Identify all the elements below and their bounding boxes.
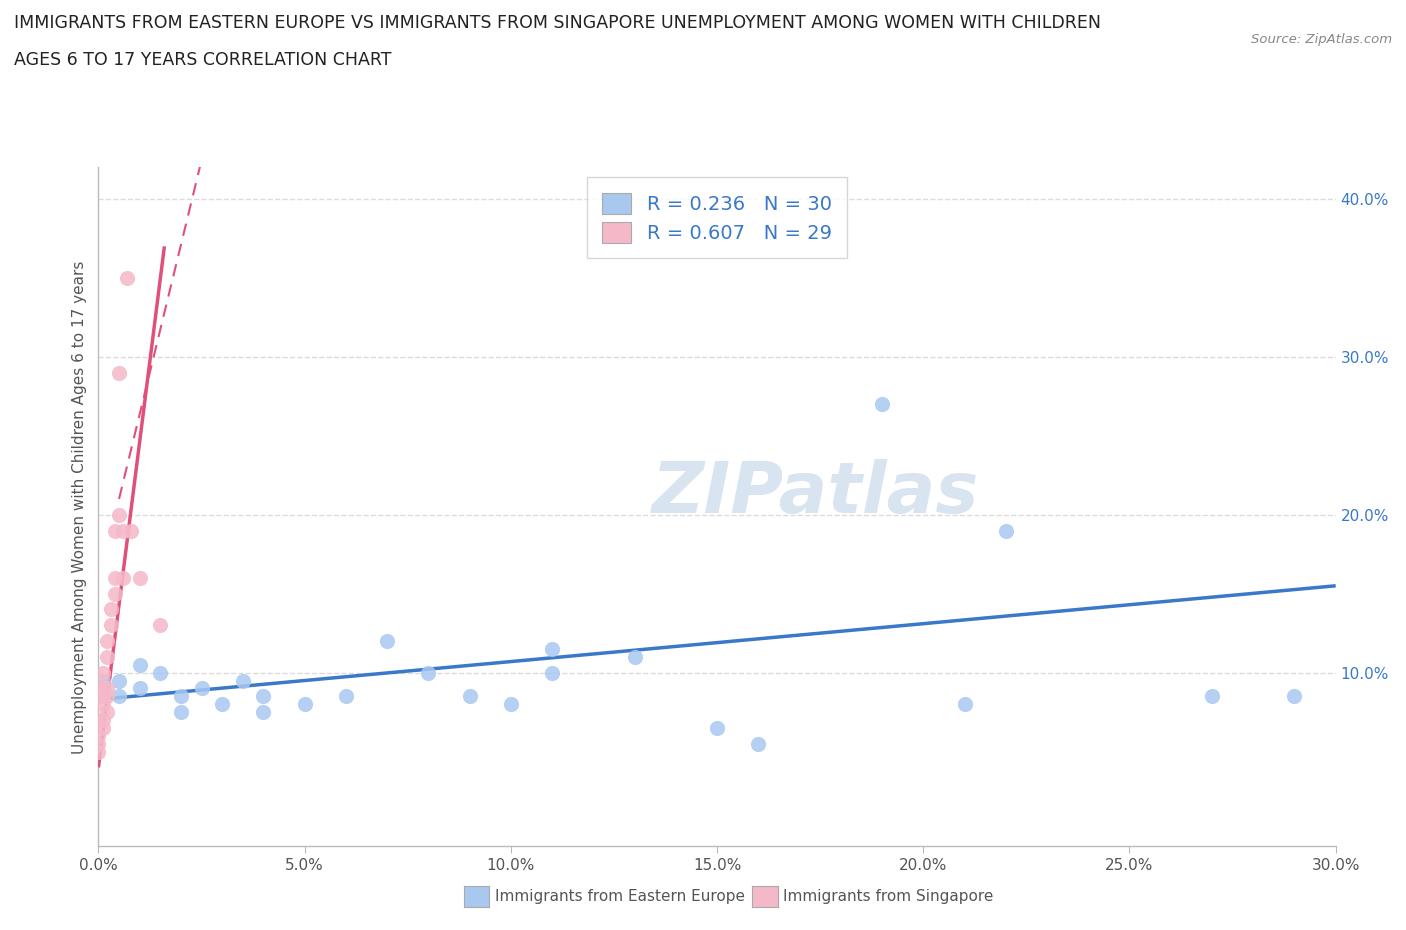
Point — [117, 271, 139, 286]
Text: Source: ZipAtlas.com: Source: ZipAtlas.com — [1251, 33, 1392, 46]
Point — [96, 681, 118, 696]
Point — [91, 721, 114, 736]
Text: Immigrants from Singapore: Immigrants from Singapore — [783, 889, 994, 904]
Point — [104, 523, 127, 538]
Point — [418, 665, 440, 680]
Point — [232, 673, 254, 688]
Point — [170, 705, 193, 720]
Point — [953, 697, 976, 711]
Point — [108, 365, 131, 380]
Point — [211, 697, 233, 711]
Point — [87, 728, 110, 743]
Point — [100, 618, 122, 632]
Point — [96, 649, 118, 664]
Text: AGES 6 TO 17 YEARS CORRELATION CHART: AGES 6 TO 17 YEARS CORRELATION CHART — [14, 51, 391, 69]
Point — [91, 689, 114, 704]
Point — [91, 665, 114, 680]
Point — [108, 689, 131, 704]
Point — [1201, 689, 1223, 704]
Text: ZIPatlas: ZIPatlas — [652, 458, 980, 527]
Point — [87, 712, 110, 727]
Point — [100, 602, 122, 617]
Point — [375, 633, 398, 648]
Point — [96, 705, 118, 720]
Point — [747, 737, 769, 751]
Point — [91, 689, 114, 704]
Point — [870, 397, 893, 412]
Point — [706, 721, 728, 736]
Point — [120, 523, 142, 538]
Point — [541, 642, 564, 657]
Point — [128, 570, 150, 585]
Point — [104, 586, 127, 601]
Legend: R = 0.236   N = 30, R = 0.607   N = 29: R = 0.236 N = 30, R = 0.607 N = 29 — [586, 177, 848, 259]
Point — [104, 570, 127, 585]
Point — [170, 689, 193, 704]
Point — [252, 689, 274, 704]
Point — [252, 705, 274, 720]
Point — [91, 681, 114, 696]
Point — [1284, 689, 1306, 704]
Point — [96, 633, 118, 648]
Point — [87, 744, 110, 759]
Text: IMMIGRANTS FROM EASTERN EUROPE VS IMMIGRANTS FROM SINGAPORE UNEMPLOYMENT AMONG W: IMMIGRANTS FROM EASTERN EUROPE VS IMMIGR… — [14, 14, 1101, 32]
Point — [335, 689, 357, 704]
Point — [108, 673, 131, 688]
Point — [108, 507, 131, 522]
Point — [623, 649, 645, 664]
Point — [149, 665, 172, 680]
Text: Immigrants from Eastern Europe: Immigrants from Eastern Europe — [495, 889, 745, 904]
Y-axis label: Unemployment Among Women with Children Ages 6 to 17 years: Unemployment Among Women with Children A… — [72, 260, 87, 753]
Point — [190, 681, 212, 696]
Point — [91, 673, 114, 688]
Point — [91, 712, 114, 727]
Point — [128, 681, 150, 696]
Point — [87, 737, 110, 751]
Point — [91, 697, 114, 711]
Point — [294, 697, 316, 711]
Point — [87, 681, 110, 696]
Point — [149, 618, 172, 632]
Point — [458, 689, 481, 704]
Point — [499, 697, 522, 711]
Point — [128, 658, 150, 672]
Point — [541, 665, 564, 680]
Point — [96, 689, 118, 704]
Point — [112, 570, 135, 585]
Point — [994, 523, 1017, 538]
Point — [112, 523, 135, 538]
